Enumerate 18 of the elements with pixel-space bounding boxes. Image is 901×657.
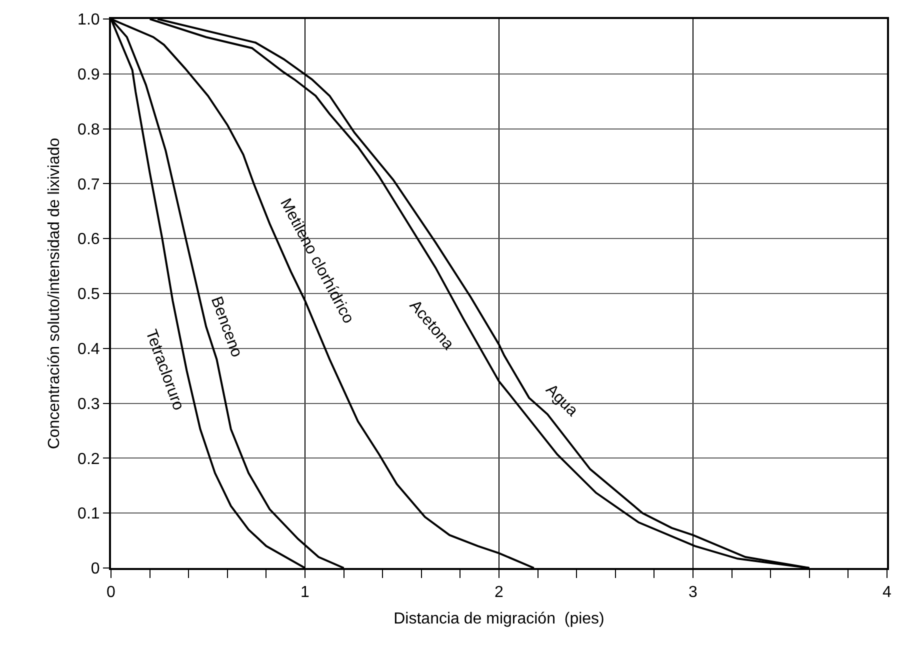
y-tick-label: 0.5 <box>78 286 100 304</box>
y-tick-label: 0.3 <box>78 396 100 413</box>
y-tick-label: 0 <box>90 560 100 578</box>
y-tick-label: 1.0 <box>78 12 100 29</box>
y-tick-label: 0.1 <box>78 506 100 523</box>
y-axis-title: Concentración soluto/intensidad de lixiviado <box>46 138 63 450</box>
x-axis-title: Distancia de migración (pies) <box>394 610 604 628</box>
y-tick-label: 0.2 <box>78 450 100 468</box>
x-tick-label: 0 <box>106 584 116 602</box>
x-tick-label: 4 <box>882 584 892 602</box>
y-tick-label: 0.6 <box>78 231 100 248</box>
y-tick-label: 0.4 <box>78 341 100 358</box>
x-tick-label: 3 <box>688 584 698 602</box>
y-tick-label: 0.8 <box>78 121 100 138</box>
x-tick-label: 1 <box>300 584 310 602</box>
x-tick-label: 2 <box>494 584 504 602</box>
y-tick-label: 0.7 <box>78 176 100 194</box>
y-tick-label: 0.9 <box>78 66 100 84</box>
